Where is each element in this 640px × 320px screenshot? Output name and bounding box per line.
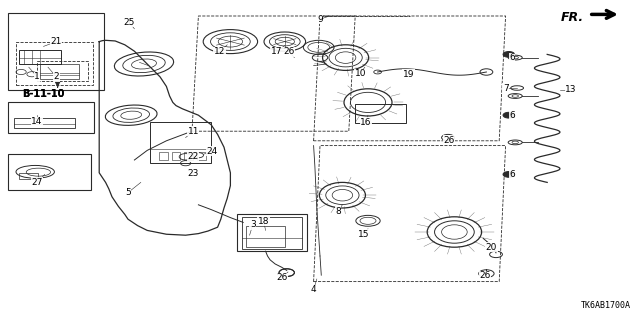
Text: 8: 8 bbox=[335, 207, 340, 216]
Bar bbox=[159, 152, 168, 160]
Text: 24: 24 bbox=[207, 147, 218, 156]
Text: 19: 19 bbox=[403, 70, 414, 79]
Text: 3: 3 bbox=[250, 220, 255, 229]
Text: 11: 11 bbox=[188, 127, 199, 136]
Bar bbox=[19, 173, 38, 179]
Bar bbox=[16, 42, 93, 85]
Bar bbox=[19, 50, 61, 64]
Text: 12: 12 bbox=[214, 47, 225, 56]
Bar bbox=[37, 61, 88, 81]
Bar bbox=[150, 122, 211, 163]
Bar bbox=[237, 214, 307, 251]
Text: 10: 10 bbox=[355, 69, 366, 78]
Bar bbox=[8, 13, 104, 90]
Bar bbox=[242, 217, 302, 249]
Text: B-11-10: B-11-10 bbox=[22, 89, 65, 99]
Bar bbox=[8, 154, 91, 190]
Text: 20: 20 bbox=[486, 243, 497, 252]
Text: 22: 22 bbox=[188, 152, 199, 161]
Bar bbox=[355, 104, 406, 123]
Text: 1: 1 bbox=[35, 72, 40, 81]
Text: 27: 27 bbox=[31, 178, 43, 187]
Bar bbox=[40, 64, 79, 79]
Text: 13: 13 bbox=[565, 85, 577, 94]
Text: 26: 26 bbox=[444, 136, 455, 145]
Text: 4: 4 bbox=[311, 285, 316, 294]
Text: 17: 17 bbox=[271, 47, 282, 56]
Text: 25: 25 bbox=[124, 18, 135, 27]
Text: 15: 15 bbox=[358, 230, 369, 239]
Circle shape bbox=[503, 172, 515, 177]
Text: 26: 26 bbox=[479, 271, 491, 280]
Text: 6: 6 bbox=[509, 53, 515, 62]
Text: B-11-10: B-11-10 bbox=[22, 89, 65, 99]
Text: 7: 7 bbox=[503, 84, 508, 92]
Text: 5: 5 bbox=[125, 188, 131, 197]
Bar bbox=[197, 152, 206, 160]
Text: 16: 16 bbox=[360, 118, 372, 127]
Text: 2: 2 bbox=[54, 72, 59, 81]
Bar bbox=[246, 226, 285, 247]
Bar bbox=[172, 152, 180, 160]
Text: 18: 18 bbox=[258, 217, 269, 226]
Bar bbox=[14, 118, 75, 128]
Circle shape bbox=[503, 112, 515, 118]
Text: 23: 23 bbox=[188, 169, 199, 178]
Text: 14: 14 bbox=[31, 117, 43, 126]
Text: 26: 26 bbox=[276, 273, 287, 282]
Text: 21: 21 bbox=[51, 37, 62, 46]
Bar bbox=[8, 102, 94, 133]
Bar bbox=[184, 152, 193, 160]
Text: 6: 6 bbox=[509, 170, 515, 179]
Text: 26: 26 bbox=[284, 47, 295, 56]
Circle shape bbox=[503, 52, 515, 57]
Text: FR.: FR. bbox=[561, 11, 584, 24]
Text: 6: 6 bbox=[509, 111, 515, 120]
Text: TK6AB1700A: TK6AB1700A bbox=[580, 301, 630, 310]
Text: 9: 9 bbox=[317, 15, 323, 24]
